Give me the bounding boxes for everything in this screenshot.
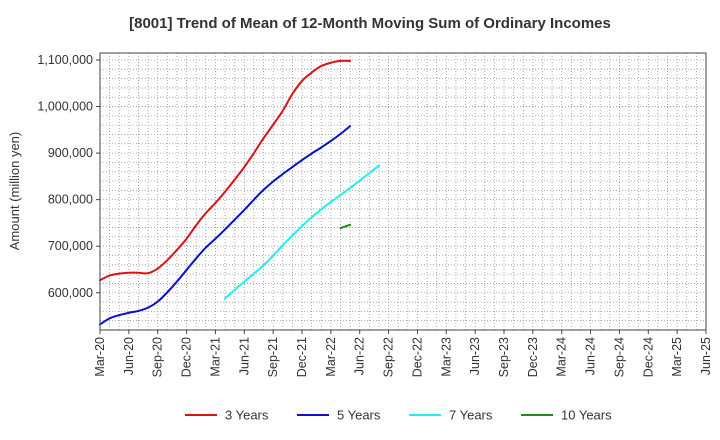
plot-frame: [99, 52, 707, 331]
legend-label-5-years: 5 Years: [337, 408, 381, 423]
y-tick-label: 600,000: [48, 286, 93, 300]
y-axis-label: Amount (million yen): [7, 132, 22, 251]
series-line-10-years: [339, 223, 352, 230]
y-tick-label: 1,000,000: [37, 100, 93, 114]
x-tick-label: Mar-20: [93, 337, 107, 377]
x-tick-label: Dec-22: [410, 337, 424, 377]
x-tick-label: Jun-25: [699, 337, 713, 375]
x-tick-label: Jun-24: [584, 337, 598, 375]
y-tick-label: 700,000: [48, 239, 93, 253]
grid: [100, 53, 706, 330]
x-tick-label: Sep-24: [612, 337, 626, 377]
series-line-5-years: [99, 125, 352, 326]
x-tick-label: Mar-24: [555, 337, 569, 377]
x-tick-label: Sep-22: [382, 337, 396, 377]
x-tick-label: Mar-21: [208, 337, 222, 377]
x-tick-label: Jun-20: [122, 337, 136, 375]
x-tick-label: Jun-22: [353, 337, 367, 375]
legend-label-3-years: 3 Years: [225, 408, 269, 423]
x-tick-label: Dec-20: [180, 337, 194, 377]
x-tick-label: Jun-21: [237, 337, 251, 375]
series-layer: [99, 59, 380, 326]
x-tick-label: Mar-25: [670, 337, 684, 377]
chart-title: [8001] Trend of Mean of 12-Month Moving …: [129, 15, 611, 32]
y-tick-label: 800,000: [48, 193, 93, 207]
legend-label-7-years: 7 Years: [449, 408, 493, 423]
series-line-3-years: [99, 59, 352, 282]
legend-label-10-years: 10 Years: [561, 408, 612, 423]
x-tick-label: Dec-24: [641, 337, 655, 377]
legend: 3 Years 5 Years 7 Years 10 Years: [185, 408, 612, 423]
x-tick-label: Jun-23: [468, 337, 482, 375]
x-tick-label: Mar-22: [324, 337, 338, 377]
x-tick-label: Sep-21: [266, 337, 280, 377]
series-line-7-years: [224, 164, 380, 300]
y-tick-label: 900,000: [48, 146, 93, 160]
y-tick-labels: 600,000 700,000 800,000 900,000 1,000,000 1,1…: [37, 53, 100, 300]
x-tick-label: Dec-23: [526, 337, 540, 377]
x-tick-label: Sep-20: [151, 337, 165, 377]
x-tick-labels: Mar-20 Jun-20 Sep-20 Dec-20 Mar-21 Jun-21 Sep-…: [93, 330, 713, 377]
x-tick-label: Dec-21: [295, 337, 309, 377]
x-tick-label: Mar-23: [439, 337, 453, 377]
x-tick-label: Sep-23: [497, 337, 511, 377]
y-tick-label: 1,100,000: [37, 53, 93, 67]
